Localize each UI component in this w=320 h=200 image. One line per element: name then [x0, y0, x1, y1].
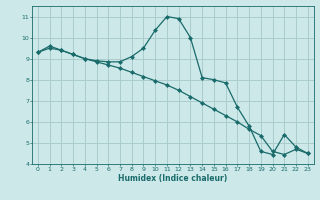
X-axis label: Humidex (Indice chaleur): Humidex (Indice chaleur)	[118, 174, 228, 183]
